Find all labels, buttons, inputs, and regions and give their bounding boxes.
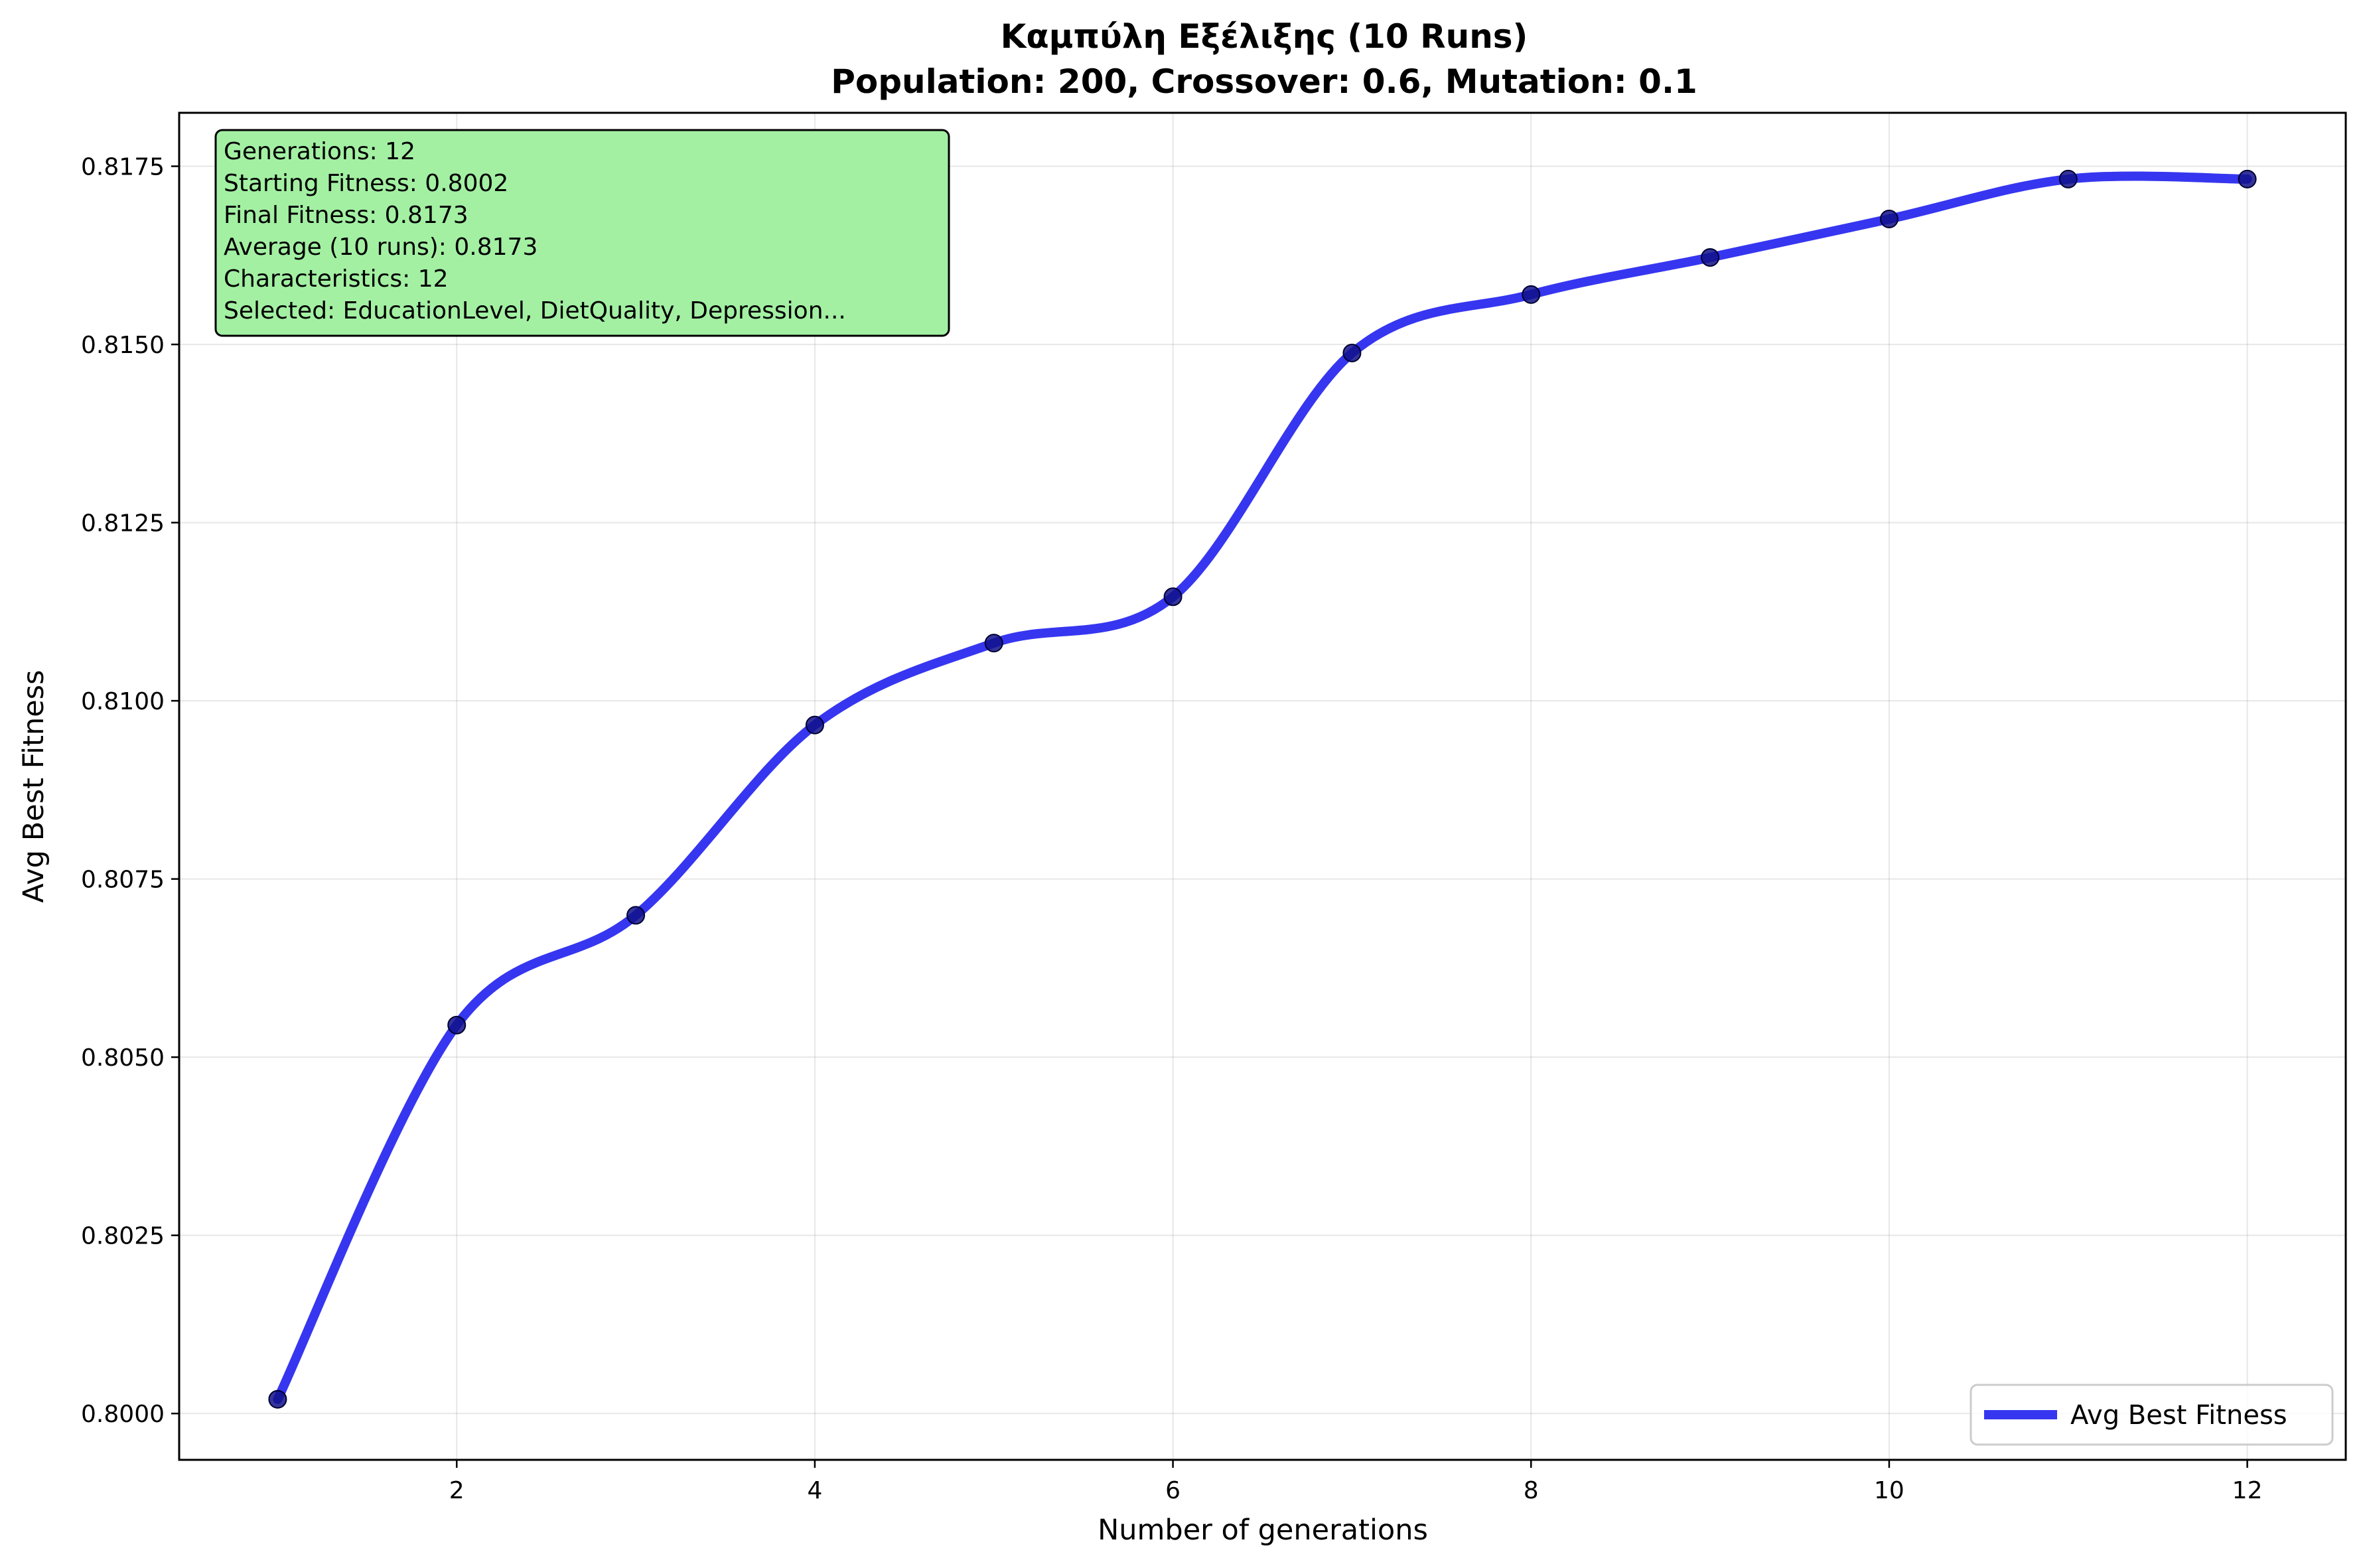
data-point (1879, 210, 1899, 229)
annotation-line-characteristics: Characteristics: 12 (224, 265, 449, 293)
legend: Avg Best Fitness (1970, 1384, 2334, 1446)
legend-frame (1970, 1384, 2334, 1446)
data-point (1342, 343, 1362, 362)
annotation-background (214, 129, 950, 337)
data-point (2058, 169, 2078, 188)
y-tick-label: 0.8075 (81, 867, 165, 894)
x-axis-label: Number of generations (1098, 1514, 1428, 1547)
y-tick-label: 0.8175 (81, 154, 165, 181)
y-tick-label: 0.8050 (81, 1044, 165, 1072)
data-point (626, 906, 646, 925)
annotation-line-final-fitness: Final Fitness: 0.8173 (224, 202, 468, 229)
data-point (2238, 169, 2257, 188)
y-tick-label: 0.8025 (81, 1223, 165, 1250)
x-tick-label: 6 (1165, 1477, 1181, 1504)
annotation-line-starting-fitness: Starting Fitness: 0.8002 (224, 170, 508, 197)
data-point (984, 634, 1003, 653)
y-tick-label: 0.8150 (81, 332, 165, 359)
data-point (1522, 285, 1541, 304)
grid-lines (179, 113, 2346, 1460)
x-axis: 2 4 6 8 10 12 (449, 1460, 2263, 1504)
y-tick-label: 0.8100 (81, 688, 165, 715)
x-tick-label: 12 (2232, 1477, 2263, 1504)
y-tick-label: 0.8125 (81, 510, 165, 537)
series-markers (268, 169, 2257, 1409)
data-point (447, 1015, 466, 1034)
data-point (805, 715, 824, 735)
x-tick-label: 10 (1874, 1477, 1904, 1504)
y-tick-label: 0.8000 (81, 1401, 165, 1428)
plot-frame (178, 111, 2347, 1461)
data-point (1701, 248, 1720, 267)
data-point (1163, 587, 1182, 606)
y-axis: 0.8000 0.8025 0.8050 0.8075 0.8100 0.8125 0.81… (81, 154, 179, 1428)
annotation-line-generations: Generations: 12 (224, 138, 415, 165)
chart-title: Καμπύλη Εξέλιξης (10 Runs) (1001, 17, 1528, 56)
y-axis-label: Avg Best Fitness (17, 670, 50, 902)
annotation-line-average: Average (10 runs): 0.8173 (224, 234, 538, 261)
chart-subtitle: Population: 200, Crossover: 0.6, Mutatio… (831, 62, 1697, 101)
annotation-box: Generations: 12 Starting Fitness: 0.8002… (214, 129, 950, 337)
x-tick-label: 8 (1524, 1477, 1539, 1504)
data-point (268, 1390, 287, 1409)
x-tick-label: 4 (807, 1477, 822, 1504)
legend-label-avg-best-fitness: Avg Best Fitness (2070, 1400, 2287, 1431)
annotation-line-selected: Selected: EducationLevel, DietQuality, D… (224, 297, 846, 324)
x-tick-label: 2 (449, 1477, 465, 1504)
